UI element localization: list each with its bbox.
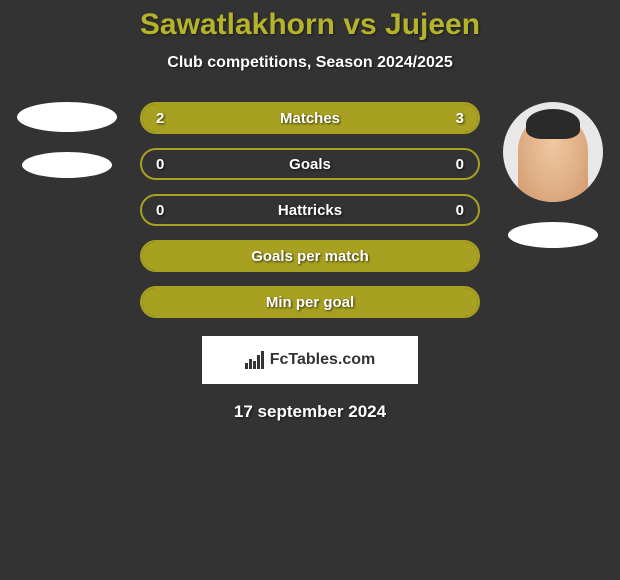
stat-left-value: 0 (156, 202, 164, 219)
stat-row: Goals per match (140, 240, 480, 272)
player-left-column (12, 102, 122, 178)
stat-left-value: 0 (156, 156, 164, 173)
stat-label-row: Goals per match (142, 242, 478, 270)
stats-column: 2 Matches 3 0 Goals 0 0 Hattricks 0 Goals per mat… (140, 102, 480, 318)
stat-right-value: 3 (456, 110, 464, 127)
layout-row: 2 Matches 3 0 Goals 0 0 Hattricks 0 Goals per mat… (0, 102, 620, 318)
stat-row: 0 Goals 0 (140, 148, 480, 180)
player-right-column (498, 102, 608, 248)
stat-label: Goals per match (251, 248, 369, 265)
subtitle: Club competitions, Season 2024/2025 (0, 54, 620, 72)
stat-label-row: 0 Hattricks 0 (142, 196, 478, 224)
date-text: 17 september 2024 (0, 402, 620, 422)
stat-label-row: Min per goal (142, 288, 478, 316)
stat-right-value: 0 (456, 156, 464, 173)
stat-row: 0 Hattricks 0 (140, 194, 480, 226)
stat-label-row: 0 Goals 0 (142, 150, 478, 178)
stat-label: Min per goal (266, 294, 354, 311)
player-left-placeholder-1 (17, 102, 117, 132)
stat-left-value: 2 (156, 110, 164, 127)
page-title: Sawatlakhorn vs Jujeen (0, 8, 620, 42)
player-left-placeholder-2 (22, 152, 112, 178)
bar-chart-icon (245, 351, 264, 369)
player-right-placeholder (508, 222, 598, 248)
comparison-widget: Sawatlakhorn vs Jujeen Club competitions… (0, 0, 620, 422)
stat-row: Min per goal (140, 286, 480, 318)
source-badge[interactable]: FcTables.com (202, 336, 418, 384)
stat-label-row: 2 Matches 3 (142, 104, 478, 132)
stat-row: 2 Matches 3 (140, 102, 480, 134)
badge-text: FcTables.com (270, 351, 376, 369)
stat-label: Matches (280, 110, 340, 127)
stat-right-value: 0 (456, 202, 464, 219)
player-right-avatar (503, 102, 603, 202)
stat-label: Goals (289, 156, 331, 173)
stat-label: Hattricks (278, 202, 342, 219)
